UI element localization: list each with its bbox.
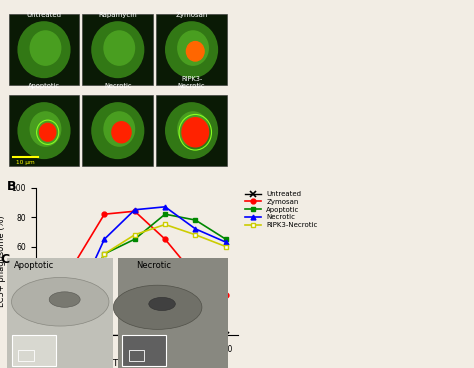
Ellipse shape (177, 111, 209, 147)
Zymosan (223, 293, 228, 297)
Untreated (223, 333, 228, 337)
Circle shape (182, 118, 209, 147)
Necrotic (41, 333, 46, 337)
Bar (82, 14, 153, 85)
Circle shape (112, 122, 131, 143)
Line: Apoptotic: Apoptotic (41, 212, 228, 337)
Bar (18, 350, 34, 361)
Text: Rapamycin: Rapamycin (99, 13, 137, 18)
Necrotic (101, 237, 107, 241)
Untreated (101, 333, 107, 337)
Zymosan (162, 237, 168, 241)
Text: C: C (0, 253, 9, 266)
Ellipse shape (103, 111, 135, 147)
Ellipse shape (103, 30, 135, 66)
Circle shape (39, 123, 56, 141)
Line: Necrotic: Necrotic (41, 204, 228, 337)
Bar (7, 258, 113, 368)
Bar (9, 14, 80, 85)
Text: Zymosan: Zymosan (175, 13, 208, 18)
Text: Apoptotic: Apoptotic (28, 82, 60, 89)
Zymosan (71, 262, 77, 266)
Circle shape (49, 292, 80, 307)
Text: B: B (7, 180, 17, 193)
Circle shape (186, 42, 204, 61)
Text: Necrotic: Necrotic (104, 82, 132, 89)
Circle shape (11, 277, 109, 326)
Apoptotic (132, 237, 137, 241)
RIPK3-Necrotic (223, 244, 228, 249)
Apoptotic (101, 252, 107, 256)
Zymosan (101, 212, 107, 216)
Apoptotic (41, 333, 46, 337)
Zymosan (132, 209, 137, 213)
Text: RIPK3-
Necrotic: RIPK3- Necrotic (178, 75, 205, 89)
Apoptotic (223, 237, 228, 241)
Bar (118, 258, 228, 368)
Bar (11, 335, 56, 366)
Circle shape (113, 285, 202, 329)
Apoptotic (162, 212, 168, 216)
Text: Apoptotic: Apoptotic (14, 261, 54, 270)
Circle shape (149, 297, 175, 311)
Bar (122, 335, 166, 366)
Text: Untreated: Untreated (27, 13, 62, 18)
Ellipse shape (91, 21, 145, 78)
Untreated (71, 333, 77, 337)
Ellipse shape (18, 102, 71, 159)
Ellipse shape (18, 21, 71, 78)
Zymosan (192, 274, 198, 278)
Untreated (41, 333, 46, 337)
Apoptotic (192, 218, 198, 222)
Untreated (132, 333, 137, 337)
Bar (9, 95, 80, 166)
Necrotic (71, 303, 77, 308)
Line: RIPK3-Necrotic: RIPK3-Necrotic (41, 222, 228, 337)
RIPK3-Necrotic (162, 222, 168, 227)
X-axis label: Time (min): Time (min) (112, 359, 161, 368)
Untreated (162, 333, 168, 337)
Necrotic (223, 240, 228, 244)
Y-axis label: LC3+ phagosome (%): LC3+ phagosome (%) (0, 215, 6, 307)
Necrotic (162, 205, 168, 209)
Bar (82, 95, 153, 166)
RIPK3-Necrotic (132, 233, 137, 237)
Line: Zymosan: Zymosan (41, 209, 228, 337)
Legend: Untreated, Zymosan, Apoptotic, Necrotic, RIPK3-Necrotic: Untreated, Zymosan, Apoptotic, Necrotic,… (246, 191, 318, 228)
Ellipse shape (29, 111, 62, 147)
Ellipse shape (165, 21, 218, 78)
Bar (129, 350, 145, 361)
Necrotic (132, 208, 137, 212)
RIPK3-Necrotic (101, 252, 107, 256)
Ellipse shape (165, 102, 218, 159)
Apoptotic (71, 306, 77, 311)
Bar (156, 14, 227, 85)
Text: Necrotic: Necrotic (136, 261, 171, 270)
RIPK3-Necrotic (41, 333, 46, 337)
Bar (156, 95, 227, 166)
Ellipse shape (177, 30, 209, 66)
Ellipse shape (91, 102, 145, 159)
Necrotic (192, 227, 198, 231)
Untreated (192, 333, 198, 337)
Ellipse shape (29, 30, 62, 66)
Text: 10 μm: 10 μm (16, 160, 35, 165)
Zymosan (41, 333, 46, 337)
Line: Untreated: Untreated (40, 332, 229, 338)
RIPK3-Necrotic (192, 233, 198, 237)
RIPK3-Necrotic (71, 311, 77, 315)
